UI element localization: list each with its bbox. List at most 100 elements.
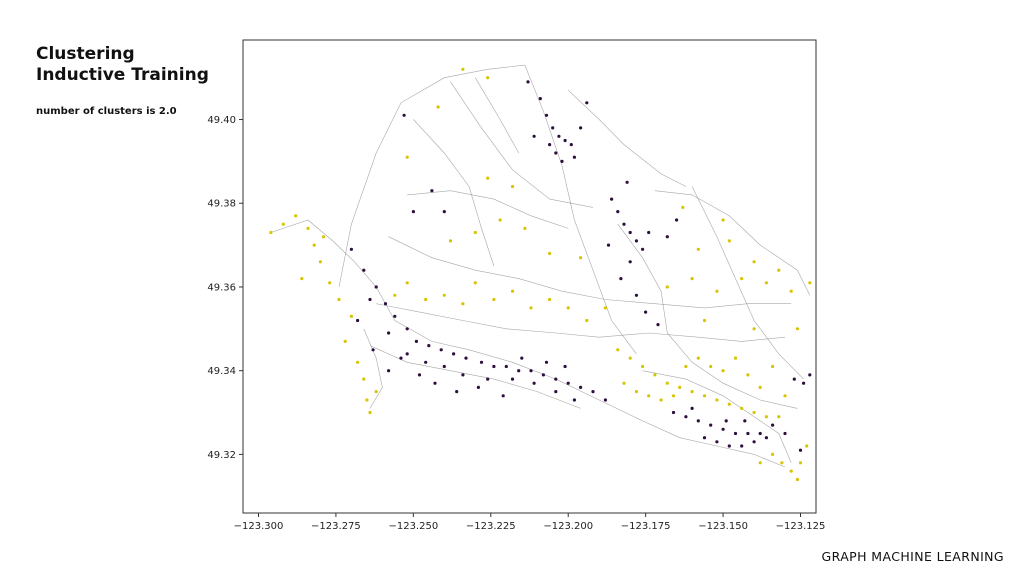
cluster-0-node-73: [606, 243, 611, 247]
cluster-1-node-38: [436, 105, 440, 109]
cluster-1-node-15: [321, 235, 326, 239]
cluster-1-node-79: [752, 260, 756, 264]
cluster-1-node-19: [424, 297, 428, 302]
cluster-0-node-79: [671, 410, 676, 415]
cluster-0-node-71: [665, 235, 669, 239]
cluster-0-node-44: [563, 364, 567, 369]
cluster-1-node-72: [715, 289, 719, 293]
cluster-1-node-62: [696, 356, 700, 360]
cluster-1-node-24: [510, 289, 515, 293]
cluster-1-node-86: [771, 452, 775, 456]
cluster-0-node-91: [752, 440, 756, 444]
cluster-0-node-27: [461, 373, 465, 377]
cluster-1-node-82: [721, 218, 725, 222]
cluster-1-node-58: [647, 394, 651, 398]
cluster-1-node-57: [634, 390, 639, 394]
cluster-0-node-58: [585, 101, 589, 105]
cluster-0-node-90: [740, 444, 744, 448]
cluster-0-node-18: [566, 381, 570, 385]
cluster-0-node-61: [622, 222, 626, 226]
title-line-2: Inductive Training: [36, 65, 209, 85]
cluster-1-node-7: [337, 297, 341, 302]
cluster-1-node-29: [603, 306, 608, 310]
cluster-0-node-8: [439, 348, 443, 352]
cluster-0-node-94: [724, 419, 728, 423]
cluster-0-node-78: [402, 113, 406, 117]
cluster-1-node-42: [616, 348, 620, 352]
cluster-0-node-40: [476, 385, 480, 389]
cluster-0-node-14: [517, 369, 521, 373]
cluster-1-node-43: [628, 356, 632, 360]
cluster-0-node-74: [625, 180, 629, 184]
cluster-1-node-71: [690, 277, 694, 281]
cluster-0-node-30: [532, 381, 536, 385]
road-edge-5: [654, 190, 811, 296]
cluster-1-node-47: [678, 385, 682, 389]
cluster-1-node-20: [442, 293, 446, 297]
x-tick-label: −123.200: [543, 521, 593, 532]
road-edges: [270, 64, 811, 468]
cluster-0-node-97: [783, 431, 787, 436]
cluster-0-node-12: [492, 364, 496, 369]
cluster-0-node-6: [414, 339, 418, 343]
cluster-0-node-86: [758, 431, 762, 436]
slide-title: Clustering Inductive Training: [36, 44, 209, 86]
cluster-0-node-59: [610, 197, 614, 201]
cluster-0-node-48: [557, 134, 561, 138]
cluster-0-node-54: [548, 143, 552, 147]
cluster-count-caption: number of clusters is 2.0: [36, 106, 177, 117]
cluster-1-node-4: [312, 243, 316, 247]
cluster-0-node-83: [721, 427, 725, 431]
cluster-0-node-36: [399, 356, 403, 360]
cluster-0-node-96: [771, 423, 775, 427]
cluster-0-node-51: [554, 151, 558, 155]
cluster-1-node-77: [696, 247, 700, 251]
cluster-0-node-76: [430, 189, 434, 193]
cluster-0-node-65: [647, 230, 651, 235]
cluster-1-node-83: [702, 318, 707, 323]
cluster-1-node-66: [746, 373, 750, 377]
y-tick-label: 49.34: [207, 366, 236, 377]
cluster-0-node-1: [362, 268, 366, 272]
y-tick-label: 49.32: [207, 450, 236, 461]
cluster-1-node-54: [764, 415, 769, 419]
cluster-1-node-90: [805, 444, 809, 448]
cluster-1-node-85: [795, 327, 800, 331]
cluster-1-node-69: [783, 394, 787, 398]
cluster-0-node-7: [427, 344, 431, 348]
cluster-0-node-16: [541, 373, 546, 377]
cluster-0-node-32: [572, 398, 577, 402]
cluster-1-node-53: [752, 410, 756, 415]
cluster-0-node-42: [520, 356, 524, 360]
cluster-0-node-46: [544, 113, 549, 117]
cluster-0-node-50: [569, 143, 573, 147]
cluster-1-node-89: [798, 461, 803, 465]
cluster-0-node-19: [579, 385, 583, 389]
cluster-1-node-80: [777, 268, 781, 272]
cluster-1-node-37: [461, 67, 465, 71]
cluster-0-node-26: [442, 364, 446, 369]
road-edge-1: [363, 328, 383, 409]
cluster-0-node-43: [544, 360, 549, 364]
cluster-1-node-70: [665, 285, 669, 289]
cluster-0-node-99: [802, 381, 806, 385]
x-tick-label: −123.225: [466, 521, 516, 532]
cluster-1-node-36: [486, 76, 490, 80]
road-edge-9: [413, 119, 495, 267]
cluster-0-node-53: [572, 155, 577, 159]
cluster-1-node-10: [356, 360, 360, 364]
cluster-0-node-24: [405, 352, 409, 356]
cluster-1-node-34: [548, 251, 552, 256]
cluster-0-node-2: [374, 285, 378, 289]
cluster-0-node-101: [798, 448, 803, 452]
cluster-1-node-55: [777, 415, 781, 419]
cluster-0-node-31: [554, 390, 558, 394]
cluster-1-node-51: [727, 402, 731, 406]
road-edge-4: [567, 89, 687, 187]
cluster-0-node-29: [510, 377, 515, 381]
road-edge-11: [617, 224, 798, 409]
cluster-0-node-41: [501, 394, 505, 398]
cluster-1-node-9: [343, 339, 347, 343]
cluster-0-node-13: [504, 364, 508, 369]
cluster-1-node-35: [579, 256, 583, 260]
